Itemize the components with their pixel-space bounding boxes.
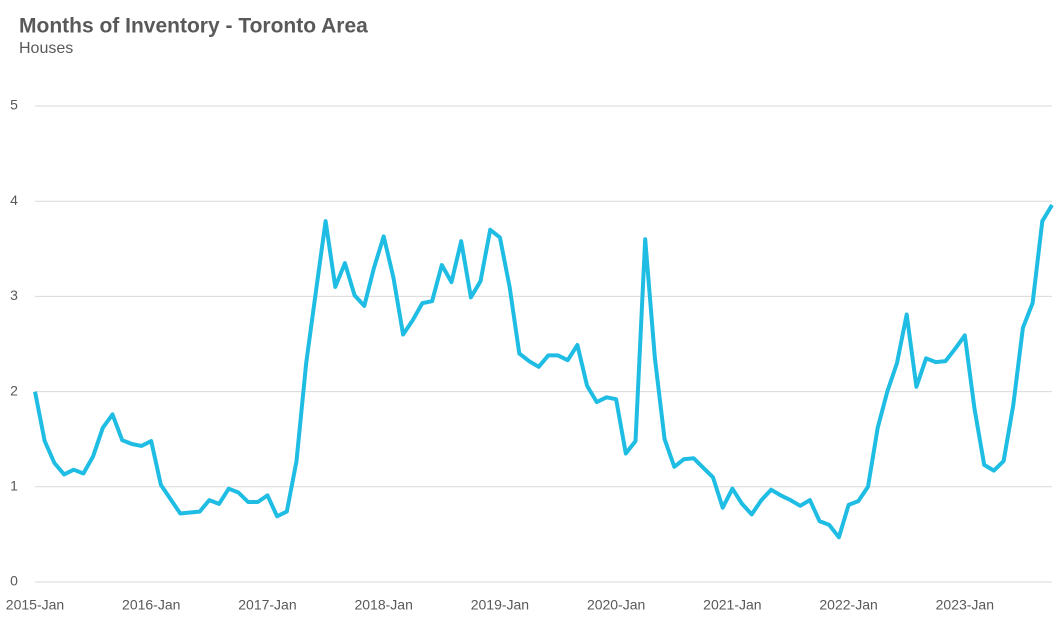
x-tick-label: 2023-Jan — [936, 597, 994, 613]
chart-title: Months of Inventory - Toronto Area — [19, 15, 368, 38]
chart-subtitle: Houses — [19, 40, 73, 57]
x-tick-label: 2015-Jan — [6, 597, 64, 613]
x-tick-label: 2017-Jan — [238, 597, 296, 613]
x-tick-label: 2016-Jan — [122, 597, 180, 613]
x-tick-label: 2019-Jan — [471, 597, 529, 613]
y-tick-label: 1 — [10, 478, 18, 494]
data-line — [33, 203, 1054, 540]
x-tick-label: 2018-Jan — [354, 597, 412, 613]
y-tick-label: 3 — [10, 287, 18, 303]
x-tick-label: 2020-Jan — [587, 597, 645, 613]
y-tick-label: 2 — [10, 382, 18, 398]
y-tick-label: 0 — [10, 573, 18, 589]
y-tick-label: 5 — [10, 97, 18, 113]
x-tick-label: 2021-Jan — [703, 597, 761, 613]
y-tick-label: 4 — [10, 192, 18, 208]
x-tick-label: 2022-Jan — [819, 597, 877, 613]
